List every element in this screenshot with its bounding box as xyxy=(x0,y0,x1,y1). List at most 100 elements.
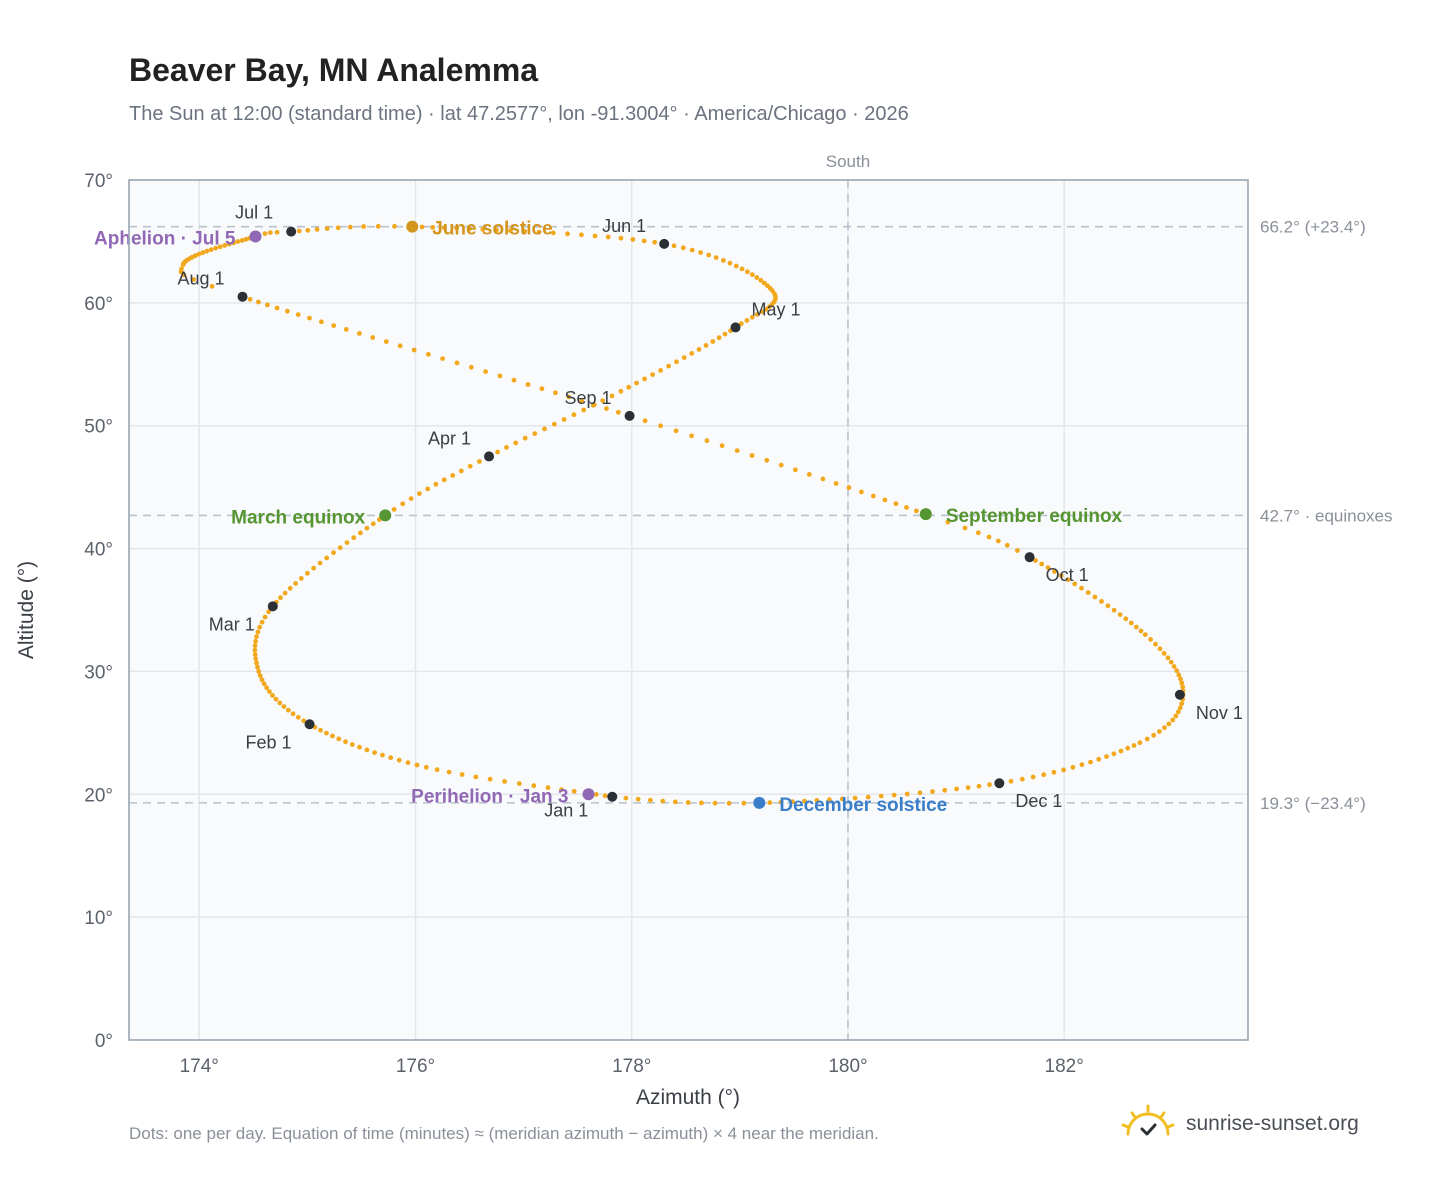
day-dot xyxy=(571,788,577,794)
y-tick-label: 30° xyxy=(84,662,113,683)
month-marker xyxy=(1024,552,1035,563)
day-dot xyxy=(235,239,241,244)
month-marker-label: Apr 1 xyxy=(428,428,471,448)
day-dot xyxy=(532,431,538,436)
day-dot xyxy=(502,779,507,784)
day-dot xyxy=(513,440,519,446)
day-dot xyxy=(634,380,639,386)
month-marker xyxy=(484,451,495,462)
day-dot xyxy=(650,372,655,377)
day-dot xyxy=(487,776,493,782)
day-dot xyxy=(602,793,608,799)
day-dot xyxy=(765,283,770,289)
day-dot xyxy=(335,225,341,231)
y-tick-label: 0° xyxy=(95,1031,113,1052)
day-dot xyxy=(891,792,897,798)
day-dot xyxy=(1131,743,1137,748)
day-dot xyxy=(1015,548,1020,553)
day-dot xyxy=(508,228,513,234)
day-dot xyxy=(266,609,271,615)
day-dot xyxy=(1171,664,1177,669)
day-dot xyxy=(593,792,599,797)
day-dot xyxy=(1174,668,1180,674)
day-dot xyxy=(343,739,348,745)
day-dot xyxy=(713,255,719,260)
day-dot xyxy=(914,508,919,514)
day-dot xyxy=(277,700,283,706)
day-dot xyxy=(454,360,460,366)
day-dot xyxy=(1138,628,1144,634)
day-dot xyxy=(658,423,663,429)
day-dot xyxy=(551,421,557,427)
day-dot xyxy=(1179,701,1185,706)
day-dot xyxy=(331,323,337,328)
event-label: March equinox xyxy=(231,507,366,528)
day-dot xyxy=(324,226,330,232)
day-dot xyxy=(600,398,606,403)
day-dot xyxy=(423,764,429,770)
day-dot xyxy=(882,497,888,503)
month-marker-label: Oct 1 xyxy=(1046,565,1089,585)
day-dot xyxy=(846,485,852,491)
month-marker-label: Mar 1 xyxy=(209,614,255,634)
day-dot xyxy=(181,272,187,278)
day-dot xyxy=(571,412,577,418)
month-marker xyxy=(730,322,741,333)
day-dot xyxy=(579,398,585,404)
day-dot xyxy=(372,750,377,755)
month-marker xyxy=(659,238,670,249)
day-dot xyxy=(1175,709,1181,715)
month-marker-label: Feb 1 xyxy=(246,732,292,752)
day-dot xyxy=(1099,599,1104,604)
day-dot xyxy=(917,790,923,796)
day-dot xyxy=(473,774,479,780)
day-dot xyxy=(749,272,755,277)
brand-logo[interactable]: sunrise-sunset.org xyxy=(1120,1102,1359,1146)
day-dot xyxy=(450,473,456,478)
month-marker-label: May 1 xyxy=(752,299,801,319)
day-dot xyxy=(1178,676,1183,682)
y-tick-label: 40° xyxy=(84,540,113,561)
month-marker xyxy=(607,791,618,802)
day-dot xyxy=(749,453,755,458)
day-dot xyxy=(630,237,636,242)
day-dot xyxy=(839,796,845,802)
meridian-label: South xyxy=(826,152,870,171)
month-marker xyxy=(624,410,635,421)
day-dot xyxy=(495,449,500,455)
day-dot xyxy=(1079,585,1084,591)
day-dot xyxy=(522,228,528,234)
day-dot xyxy=(426,351,431,357)
day-dot xyxy=(1019,776,1025,782)
day-dot xyxy=(196,251,202,257)
day-dot xyxy=(744,318,750,323)
day-dot xyxy=(954,786,959,792)
day-dot xyxy=(253,656,259,662)
x-tick-label: 174° xyxy=(180,1056,219,1077)
day-dot xyxy=(296,228,302,234)
month-marker xyxy=(286,226,297,237)
day-dot xyxy=(727,260,733,266)
day-dot xyxy=(531,783,537,789)
day-dot xyxy=(1051,769,1057,775)
day-dot xyxy=(698,250,703,255)
day-dot xyxy=(213,245,219,251)
day-dot xyxy=(336,736,342,742)
day-dot xyxy=(1079,762,1085,768)
x-tick-label: 178° xyxy=(612,1056,651,1077)
day-dot xyxy=(408,496,414,501)
day-dot xyxy=(1030,774,1036,780)
y-tick-label: 20° xyxy=(84,785,113,806)
day-dot xyxy=(802,798,807,804)
day-dot xyxy=(204,248,210,254)
day-dot xyxy=(330,733,335,739)
brand-name[interactable]: sunrise-sunset.org xyxy=(1186,1112,1359,1135)
day-dot xyxy=(209,283,215,289)
event-marker xyxy=(379,509,392,522)
day-dot xyxy=(754,275,760,280)
x-axis-label: Azimuth (°) xyxy=(636,1086,740,1109)
day-dot xyxy=(1033,558,1038,563)
day-dot xyxy=(591,402,597,408)
day-dot xyxy=(1070,764,1076,770)
month-marker xyxy=(1174,689,1185,700)
